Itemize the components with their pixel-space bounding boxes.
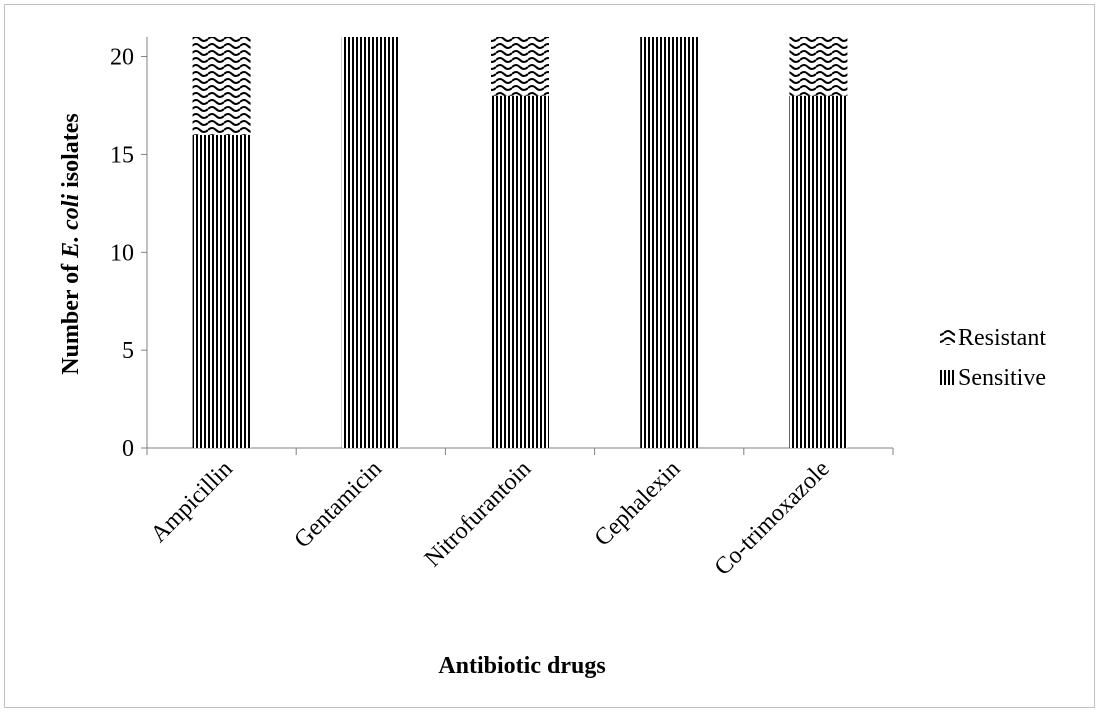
bar-resistant-co-trimoxazole (789, 37, 848, 96)
legend: Resistant Sensitive (940, 325, 1046, 391)
x-tick-label: Ampicillin (146, 456, 238, 548)
x-tick-label: Nitrofurantoin (420, 456, 536, 572)
chart-frame (4, 4, 1095, 708)
x-tick-labels: Ampicillin Gentamicin Nitrofurantoin Cephal… (146, 456, 835, 581)
y-tick-label: 5 (122, 338, 134, 364)
x-axis-title: Antibiotic drugs (438, 653, 605, 679)
x-tick-label: Co-trimoxazole (710, 456, 835, 581)
legend-swatch-resistant (940, 330, 955, 345)
bar-resistant-nitrofurantoin (491, 37, 549, 96)
bars (192, 37, 848, 448)
y-axis-title: Number of E. coli isolates (58, 113, 84, 375)
bar-sensitive-nitrofurantoin (491, 95, 549, 448)
y-tick-label: 20 (110, 45, 134, 71)
bar-sensitive-ampicillin (192, 134, 251, 448)
y-tick-label: 0 (122, 436, 134, 462)
legend-label-resistant: Resistant (958, 325, 1046, 351)
y-tick-label: 15 (110, 142, 134, 168)
x-tick-label: Cephalexin (590, 456, 686, 552)
legend-label-sensitive: Sensitive (958, 365, 1046, 391)
y-tick-label: 10 (110, 240, 134, 266)
x-tick-label: Gentamicin (289, 456, 387, 554)
bar-sensitive-cephalexin (640, 37, 699, 448)
legend-swatch-sensitive (940, 370, 955, 385)
y-tick-labels: 0 5 10 15 20 (110, 45, 134, 462)
bar-resistant-ampicillin (192, 37, 251, 135)
bar-sensitive-gentamicin (341, 37, 400, 448)
bar-sensitive-co-trimoxazole (789, 95, 848, 448)
